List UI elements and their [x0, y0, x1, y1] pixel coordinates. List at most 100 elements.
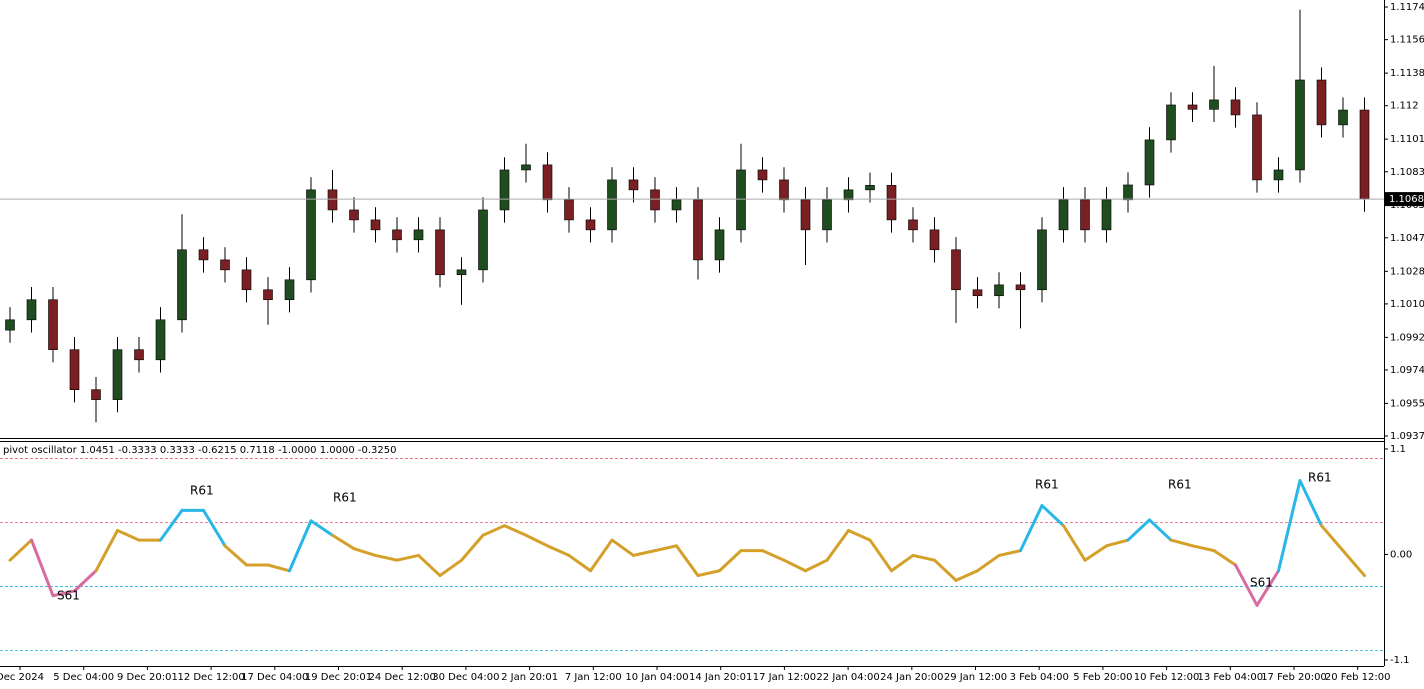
y-tick-label: 1.1047 [1390, 233, 1424, 244]
candle-body [886, 185, 897, 221]
y-tick-label: 0.00 [1390, 549, 1412, 560]
oscillator-segment [8, 538, 33, 562]
oscillator-segment [1169, 538, 1194, 548]
x-tick-label: 10 Jan 04:00 [625, 672, 688, 683]
candle-body [1080, 199, 1090, 231]
oscillator-segment [524, 533, 549, 548]
oscillator-segment [30, 538, 55, 598]
oscillator-segment [1062, 524, 1087, 562]
candle-body [929, 229, 940, 251]
candle-body [306, 189, 316, 281]
y-tick-label: -1.1 [1390, 655, 1410, 666]
candle-body [177, 249, 187, 321]
oscillator-segment [1191, 544, 1216, 553]
y-tick-label: 1.0974 [1390, 365, 1424, 376]
x-tick-label: 17 Jan 12:00 [753, 672, 816, 683]
candle-body [370, 219, 381, 231]
candle-body [1101, 199, 1112, 231]
oscillator-segment [1255, 569, 1280, 607]
candle-body [1187, 104, 1198, 110]
oscillator-segment [1083, 544, 1108, 562]
candle-body [521, 164, 531, 171]
oscillator-segment [331, 533, 356, 551]
oscillator-segment [374, 553, 399, 562]
oscillator-segment [223, 544, 248, 567]
oscillator-segment [782, 558, 807, 573]
x-tick-label: 17 Feb 20:00 [1261, 672, 1327, 683]
candle-body [714, 229, 725, 261]
y-tick-label: 1.11565 [1390, 35, 1424, 46]
oscillator-segment [890, 553, 915, 573]
candle-body [1144, 139, 1155, 186]
x-tick-label: 14 Jan 20:01 [689, 672, 752, 683]
y-tick-label: 1.112 [1390, 101, 1419, 112]
x-tick-label: 9 Dec 20:01 [117, 672, 178, 683]
candle-body [48, 299, 58, 350]
oscillator-segment [503, 524, 528, 537]
x-tick-label: 24 Dec 12:00 [369, 672, 436, 683]
candle-body [671, 199, 682, 211]
candle-body [5, 319, 15, 331]
candle-body [112, 349, 123, 400]
oscillator-segment [761, 549, 786, 562]
oscillator-segment [1298, 479, 1323, 528]
candle-body [1166, 104, 1176, 141]
candle-body [779, 179, 789, 201]
x-tick-label: 2 Jan 20:01 [501, 672, 558, 683]
oscillator-segment [288, 519, 313, 573]
candle-body [198, 249, 209, 261]
annotation: S61 [57, 589, 80, 603]
oscillator-segment [159, 508, 184, 542]
y-tick-label: 1.11015 [1390, 134, 1424, 145]
annotation: S61 [1250, 576, 1273, 590]
x-tick-label: 29 Jan 12:00 [944, 672, 1007, 683]
annotation: R61 [1035, 478, 1059, 492]
candle-body [607, 179, 617, 231]
x-tick-label: 12 Dec 12:00 [177, 672, 244, 683]
oscillator-segment [847, 528, 872, 542]
candle-body [1252, 114, 1262, 181]
candle-body [435, 229, 445, 276]
candle-body [972, 289, 983, 297]
candle-body [263, 289, 273, 301]
x-tick-label: 13 Feb 04:00 [1197, 672, 1263, 683]
candle-body [284, 279, 295, 301]
candle-body [1273, 169, 1284, 181]
oscillator-segment [460, 533, 485, 562]
y-tick-label: 1.09375 [1390, 431, 1424, 442]
candle-body [585, 219, 596, 231]
oscillator-segment [804, 558, 829, 573]
y-tick-label: 1.1 [1390, 444, 1406, 455]
candle-body [478, 209, 488, 271]
y-tick-label: 1.10285 [1390, 266, 1424, 277]
x-tick-label: 19 Dec 20:01 [305, 672, 372, 683]
x-tick-label: 7 Jan 12:00 [565, 672, 622, 683]
oscillator-segment [933, 558, 958, 582]
oscillator-segment [309, 519, 334, 537]
oscillator-segment [976, 553, 1001, 573]
y-tick-label: 1.10105 [1390, 299, 1424, 310]
x-tick-label: 5 Dec 04:00 [53, 672, 114, 683]
y-tick-label: 1.0992 [1390, 332, 1424, 343]
candle-body [1338, 109, 1348, 126]
oscillator-segment [997, 549, 1022, 557]
x-tick-label: 20 Feb 12:00 [1325, 672, 1391, 683]
x-tick-label: 24 Jan 20:00 [880, 672, 943, 683]
candle-body [757, 169, 768, 181]
candle-body [542, 164, 553, 201]
candle-body [1316, 79, 1327, 126]
candle-body [865, 185, 875, 191]
oscillator-segment [1277, 479, 1302, 573]
y-tick-label: 1.09555 [1390, 398, 1424, 409]
candle-body [1015, 284, 1026, 291]
oscillator-segment [696, 569, 721, 578]
oscillator-segment [1105, 538, 1130, 548]
current-price-label: 1.10684 [1389, 194, 1424, 205]
oscillator-segment [438, 558, 463, 578]
oscillator-segment [395, 553, 420, 562]
candle-body [349, 209, 359, 221]
oscillator-segment [1040, 504, 1065, 528]
oscillator-segment [94, 528, 119, 573]
oscillator-segment [1212, 549, 1237, 567]
x-tick-label: 22 Jan 04:00 [816, 672, 879, 683]
